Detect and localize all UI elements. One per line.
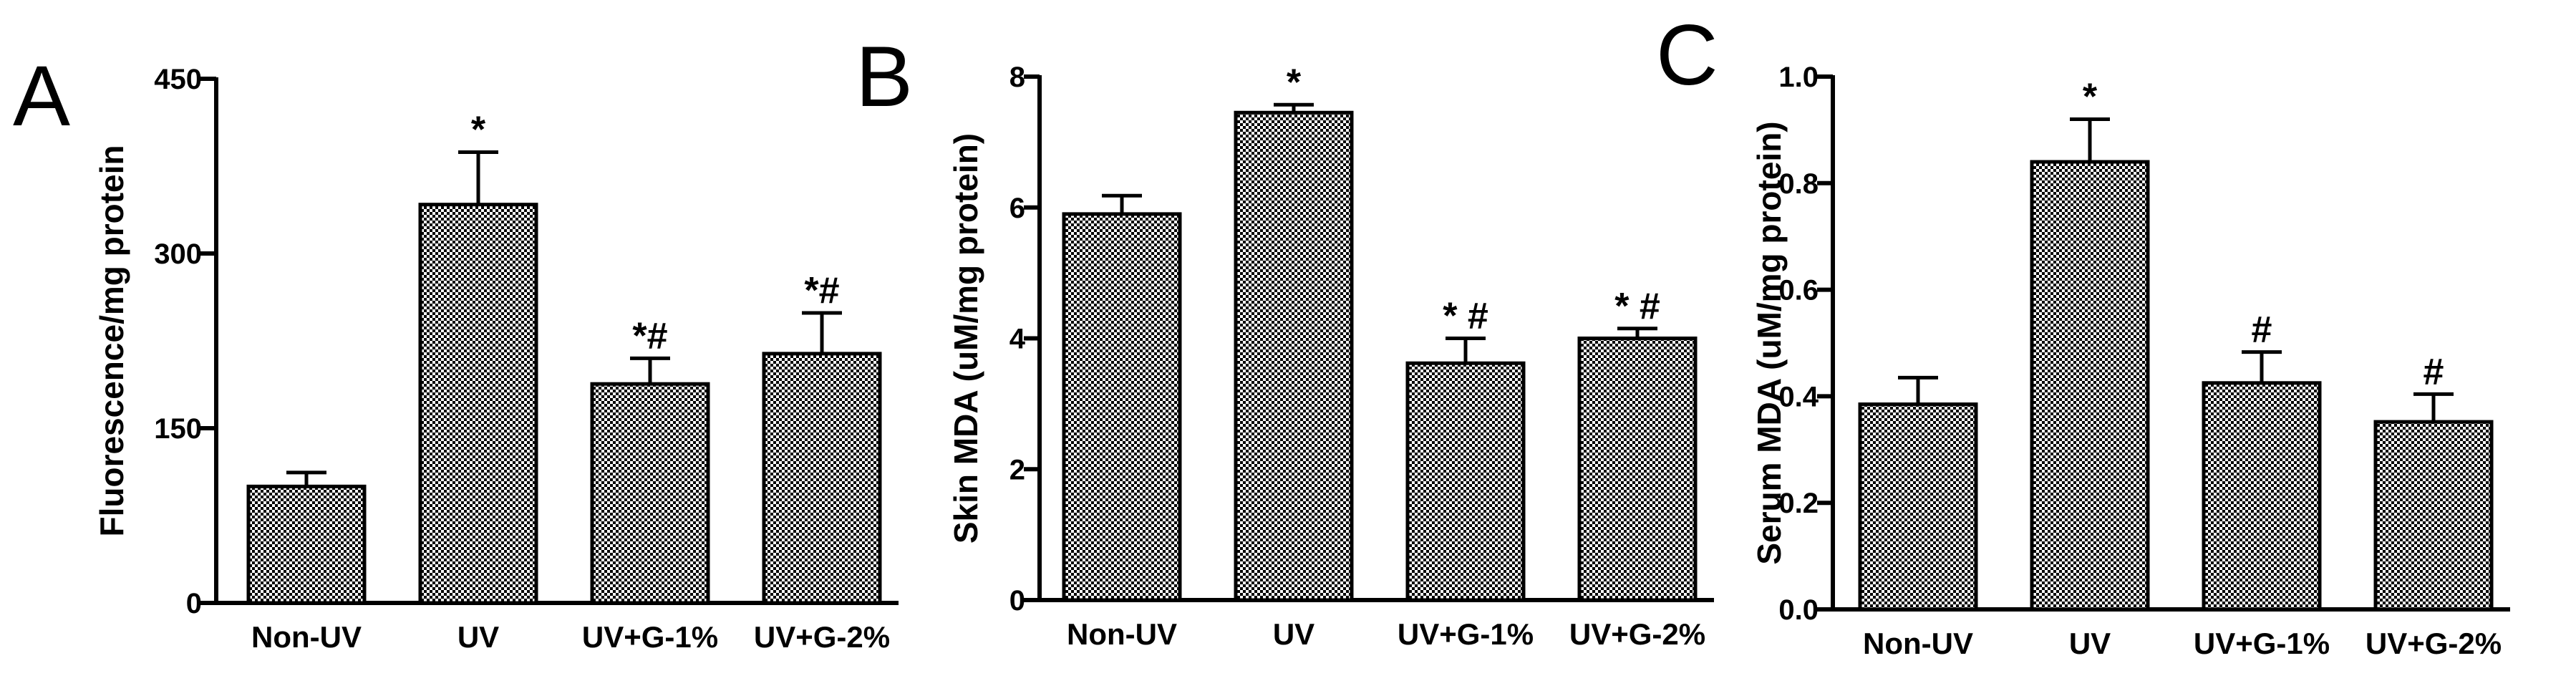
bar: [1062, 212, 1182, 602]
panel-letter: B: [856, 29, 913, 125]
y-tick-label: 8: [1009, 62, 1025, 93]
x-tick-label: UV: [457, 620, 499, 654]
significance-label: *#: [804, 270, 839, 311]
bar: [1234, 110, 1354, 602]
y-tick-label: 0.0: [1778, 594, 1819, 626]
y-tick-label: 2: [1009, 454, 1025, 485]
significance-label: #: [2424, 351, 2444, 392]
x-tick-label: UV: [2069, 627, 2111, 660]
chart-panel-b: B 0 2 4 6 8 Skin MDA (uM/mg protein) Non-UV * UV *…: [856, 29, 1714, 651]
significance-label: *#: [632, 315, 667, 357]
panel-letter: A: [13, 48, 70, 144]
bar: [762, 352, 882, 605]
y-tick-label: 1.0: [1778, 62, 1819, 93]
significance-label: *: [2083, 77, 2098, 118]
bar: [2202, 381, 2322, 612]
x-tick-label: UV+G-1%: [582, 620, 718, 654]
x-tick-label: Non-UV: [1863, 627, 1973, 660]
x-tick-label: UV+G-2%: [754, 620, 890, 654]
significance-label: *: [1287, 62, 1302, 103]
y-axis-label: Skin MDA (uM/mg protein): [947, 133, 984, 544]
bar: [2373, 420, 2494, 612]
x-tick-label: UV: [1273, 617, 1314, 651]
x-tick-label: UV+G-2%: [2366, 627, 2502, 660]
y-tick-label: 150: [154, 413, 202, 445]
y-tick-label: 0.4: [1778, 381, 1819, 412]
bar: [1405, 361, 1526, 602]
bar: [590, 382, 710, 605]
y-tick-label: 6: [1009, 193, 1025, 224]
x-tick-label: UV+G-2%: [1569, 617, 1705, 651]
y-axis-label: Serum MDA (uM/mg protein): [1751, 121, 1788, 564]
y-tick-label: 4: [1009, 324, 1026, 355]
y-tick-label: 0.6: [1778, 275, 1819, 306]
y-tick-label: 450: [154, 64, 202, 95]
significance-label: *: [471, 109, 486, 150]
x-tick-label: UV+G-1%: [2194, 627, 2330, 660]
y-axis-label: Fluorescence/mg protein: [93, 145, 130, 536]
x-tick-label: Non-UV: [251, 620, 362, 654]
significance-label: #: [2252, 309, 2272, 351]
significance-label: * #: [1614, 286, 1660, 327]
bar: [418, 203, 538, 605]
y-tick-label: 0.8: [1778, 168, 1819, 200]
bar: [2030, 160, 2150, 612]
y-tick-label: 0.2: [1778, 488, 1819, 519]
bar: [1577, 337, 1698, 602]
y-tick-label: 0: [186, 588, 202, 619]
chart-panel-a: A 0 150 300 450 Fluorescence/mg protein Non-UV…: [13, 48, 899, 654]
significance-label: * #: [1443, 296, 1488, 337]
y-tick-label: 0: [1009, 585, 1025, 617]
x-tick-label: Non-UV: [1067, 617, 1177, 651]
x-tick-label: UV+G-1%: [1398, 617, 1534, 651]
chart-panel-c: C 0.0 0.2 0.4 0.6 0.8 1.0 Serum MDA (uM/mg prot…: [1656, 7, 2510, 660]
panel-letter: C: [1656, 7, 1718, 103]
y-tick-label: 300: [154, 238, 202, 270]
bar: [1858, 402, 1978, 612]
bar: [246, 484, 367, 605]
